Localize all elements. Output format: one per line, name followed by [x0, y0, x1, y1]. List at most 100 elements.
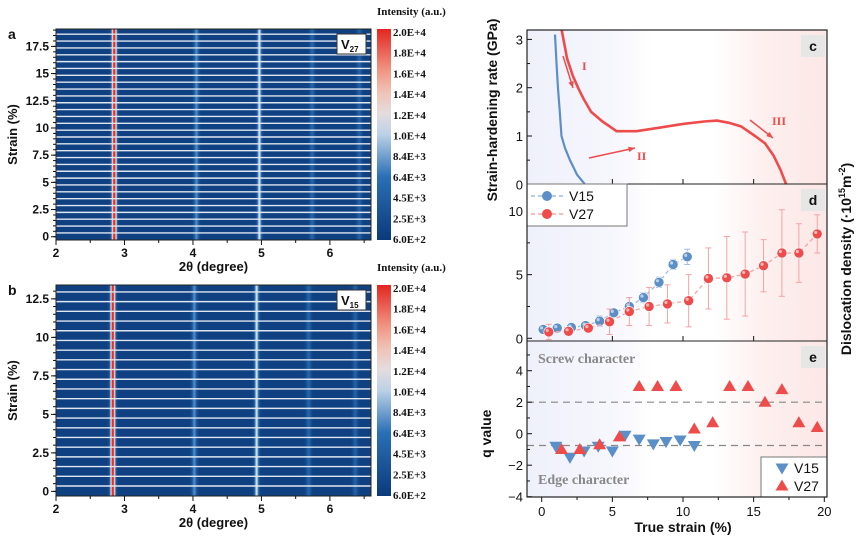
legend-marker-V15: [542, 191, 552, 201]
point-highlight: [814, 230, 818, 235]
colorbar-label: 1.8E+4: [393, 304, 426, 316]
q-point-V27: [792, 416, 806, 428]
ylabel-end: ): [838, 163, 854, 168]
legend-marker-V27: [775, 479, 789, 491]
y-tick-label: 7.5: [32, 369, 49, 383]
colorbar-label: 8.4E+3: [393, 151, 426, 163]
data-point-V27: [703, 273, 714, 284]
y-tick-label: 2.5: [32, 446, 49, 460]
hardening-curve-V15: [553, 34, 586, 185]
d-y-tick-label: 5: [516, 268, 523, 283]
x-axis-title: 2θ (degree): [179, 515, 248, 530]
q-point-V27: [554, 442, 568, 454]
q-point-V15: [618, 430, 632, 442]
point-highlight: [596, 318, 600, 322]
ylabel-sup: 15: [837, 188, 847, 198]
colorbar: [377, 285, 391, 496]
x-tick-label: 6: [327, 246, 334, 260]
q-point-V15: [659, 437, 673, 449]
arrow-head-icon: [628, 146, 635, 153]
point-highlight: [645, 303, 650, 307]
data-point-V27: [811, 228, 823, 240]
colorbar-label: 4.5E+3: [393, 193, 426, 205]
heatmap-panel-a: 2 3 4 5 6 0 2.5 5 7.5 10 12.5 15 17.5 2θ (degree) Stra…: [5, 6, 446, 274]
y-tick-label: 10: [36, 330, 50, 344]
e-panel-label-box: [801, 346, 825, 368]
stage-label-3: III: [772, 114, 786, 128]
q-point-V27: [573, 442, 587, 454]
screw-character-label: Screw character: [538, 352, 635, 367]
d-panel-label-box: [801, 189, 825, 211]
point-highlight: [585, 325, 589, 329]
q-point-V15: [646, 439, 660, 451]
hardening-curve-V27: [560, 29, 788, 185]
colorbar-title: Intensity (a.u.): [377, 6, 446, 18]
data-point-V27: [776, 247, 788, 259]
colorbar-label: 1.8E+4: [393, 48, 426, 60]
arrow-head-icon: [568, 81, 574, 88]
colorbar-label: 8.4E+3: [393, 407, 426, 419]
q-point-V27: [741, 379, 755, 391]
colorbar-label: 1.2E+4: [393, 366, 426, 378]
e-x-tick-label: 0: [538, 504, 545, 519]
data-point-V27: [604, 316, 615, 328]
e-x-tick-label: 20: [817, 504, 831, 519]
c-panel-label: c: [809, 38, 817, 54]
stage-label-1: I: [582, 59, 587, 73]
y-tick-label: 0: [42, 230, 49, 244]
y-axis-title: Strain (%): [5, 360, 20, 421]
data-point-V15: [667, 259, 679, 270]
colorbar-title: Intensity (a.u.): [377, 262, 446, 274]
q-point-V15: [687, 440, 701, 453]
e-y-tick-label: −2: [508, 458, 523, 473]
data-point-V15: [653, 276, 665, 288]
x-tick-label: 2: [53, 502, 60, 516]
q-point-V15: [632, 434, 646, 446]
panel-label: a: [8, 26, 16, 42]
y-tick-label: 0: [42, 484, 49, 498]
x-tick-label: 3: [121, 502, 128, 516]
colorbar-label: 1.2E+4: [393, 110, 426, 122]
q-point-V15: [673, 435, 687, 447]
point-highlight: [540, 326, 544, 330]
x-axis-title: True strain (%): [634, 519, 731, 535]
q-point-V27: [758, 395, 772, 407]
y-tick-label: 7.5: [32, 148, 49, 162]
data-point-V15: [681, 251, 693, 263]
point-highlight: [723, 274, 727, 278]
colorbar-label: 1.0E+4: [393, 131, 426, 143]
q-point-V27: [723, 379, 737, 391]
data-point-V15: [638, 292, 649, 303]
x-tick-label: 3: [121, 246, 128, 260]
colorbar-label: 1.4E+4: [393, 89, 426, 101]
colorbar-label: 6.0E+2: [393, 234, 426, 246]
q-point-V15: [605, 446, 619, 458]
colorbar-label: 4.5E+3: [393, 449, 426, 461]
colorbar-label: 6.4E+3: [393, 428, 426, 440]
q-point-V15: [549, 441, 563, 453]
point-highlight: [606, 318, 610, 322]
q-point-V27: [810, 420, 824, 432]
x-tick-label: 4: [190, 502, 197, 516]
point-highlight: [626, 303, 630, 307]
colorbar: [377, 29, 391, 240]
sample-label-subscript: 27: [350, 45, 359, 54]
point-highlight: [795, 249, 799, 254]
q-point-V27: [669, 379, 683, 391]
legend-label: V15: [794, 460, 819, 476]
data-point-V27: [793, 247, 805, 259]
data-point-V27: [683, 295, 694, 307]
y-tick-label: 5: [42, 407, 49, 421]
plot-frame: [55, 28, 372, 241]
ylabel-unit: m: [838, 176, 854, 188]
q-point-V27: [651, 379, 665, 391]
d-y-axis-title: Dislocation density (·1015m-2): [837, 163, 854, 355]
y-tick-label: 10: [36, 121, 50, 135]
sample-label-subscript: 15: [350, 301, 359, 310]
point-highlight: [685, 297, 689, 301]
x-axis-title: 2θ (degree): [179, 259, 248, 274]
sample-label-box: [336, 33, 367, 55]
point-highlight: [742, 270, 746, 275]
point-highlight: [565, 328, 569, 332]
legend-marker-V27: [542, 209, 552, 219]
